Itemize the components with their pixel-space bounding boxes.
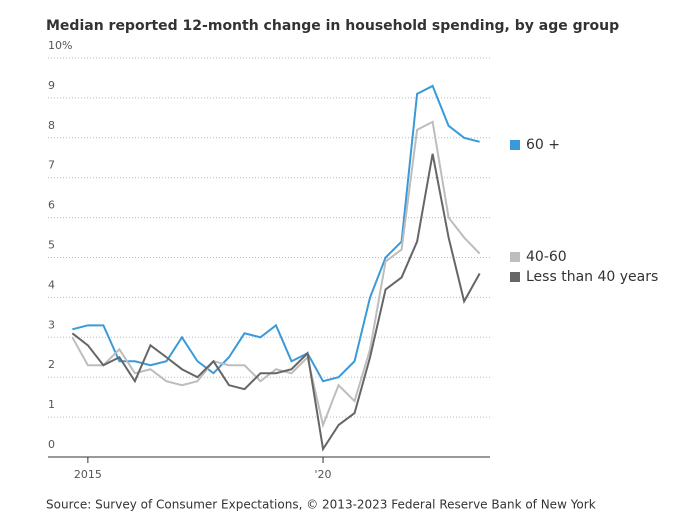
x-tick-label: 2015 [74,468,102,481]
legend-label: Less than 40 years [526,269,658,285]
y-tick-label: 4 [48,278,55,291]
series-line [72,84,480,383]
y-tick-label: 6 [48,199,55,212]
legend-label: 60 + [526,137,560,153]
legend-swatch [510,252,520,262]
y-tick-label: 9 [48,79,55,92]
x-tick-label: '20 [315,468,332,481]
y-tick-label: 10% [48,39,72,52]
legend-swatch [510,140,520,150]
legend-swatch [510,272,520,282]
y-tick-label: 0 [48,438,55,451]
y-tick-label: 8 [48,119,55,132]
series-line [71,153,481,452]
legend-label: 40-60 [526,249,567,265]
series-line [71,120,481,429]
y-tick-label: 3 [48,318,55,331]
y-tick-label: 5 [48,239,55,252]
y-tick-label: 2 [48,358,55,371]
y-tick-label: 1 [48,398,55,411]
y-tick-label: 7 [48,159,55,172]
chart-title: Median reported 12-month change in house… [46,18,619,34]
source: Source: Survey of Consumer Expectations,… [46,498,596,512]
